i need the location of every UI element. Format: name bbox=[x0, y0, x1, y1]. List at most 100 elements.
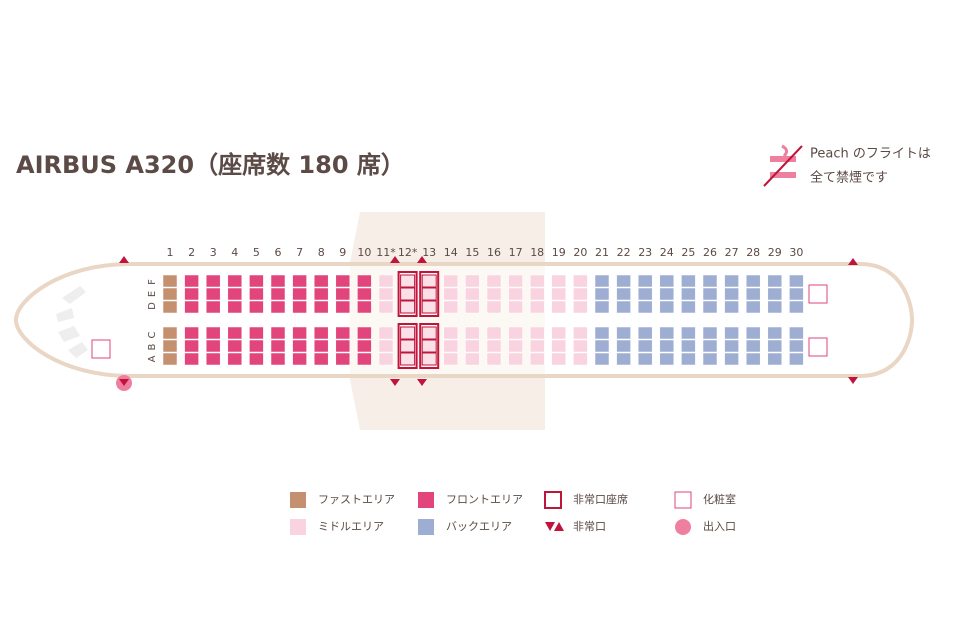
seat bbox=[227, 300, 243, 314]
seat bbox=[421, 274, 437, 288]
seat bbox=[378, 352, 394, 366]
row-number: 25 bbox=[681, 246, 695, 259]
seat bbox=[659, 326, 675, 340]
seat bbox=[789, 300, 804, 314]
seat bbox=[573, 326, 588, 340]
seat bbox=[227, 339, 243, 353]
seat bbox=[724, 352, 739, 366]
seat bbox=[162, 326, 178, 340]
seat bbox=[486, 300, 502, 314]
seat bbox=[508, 300, 523, 314]
seat bbox=[335, 326, 351, 340]
row-number: 28 bbox=[746, 246, 760, 259]
row-number: 13 bbox=[422, 246, 436, 259]
seat bbox=[594, 339, 610, 353]
seat bbox=[529, 274, 545, 288]
seat bbox=[227, 287, 243, 301]
row-number: 16 bbox=[487, 246, 501, 259]
row-number: 23 bbox=[638, 246, 652, 259]
seat bbox=[292, 352, 307, 366]
seat bbox=[421, 339, 437, 353]
seat bbox=[508, 287, 523, 301]
seat bbox=[486, 287, 502, 301]
seat bbox=[162, 274, 178, 288]
seat bbox=[789, 287, 804, 301]
legend-swatch bbox=[675, 519, 691, 535]
row-number: 2 bbox=[188, 246, 195, 259]
seat bbox=[205, 326, 221, 340]
seat bbox=[508, 352, 523, 366]
seat bbox=[681, 352, 696, 366]
seat-letter: A bbox=[147, 355, 158, 362]
seat bbox=[227, 274, 243, 288]
seat bbox=[616, 339, 631, 353]
row-number: 15 bbox=[465, 246, 479, 259]
seat bbox=[681, 326, 696, 340]
seat bbox=[789, 352, 804, 366]
seat bbox=[659, 339, 675, 353]
seat bbox=[313, 300, 329, 314]
seat bbox=[162, 287, 178, 301]
seat bbox=[205, 274, 221, 288]
legend-swatch bbox=[545, 522, 564, 531]
legend-label: 化粧室 bbox=[703, 492, 736, 506]
seat bbox=[486, 352, 502, 366]
seat bbox=[637, 339, 653, 353]
seat bbox=[249, 287, 264, 301]
seat bbox=[551, 274, 567, 288]
notice-line: Peach のフライトは bbox=[810, 147, 931, 162]
seat bbox=[637, 326, 653, 340]
seat bbox=[249, 339, 264, 353]
seat bbox=[184, 300, 199, 314]
legend-label: ファストエリア bbox=[318, 493, 395, 506]
seat bbox=[292, 287, 307, 301]
seat bbox=[745, 274, 761, 288]
notice-line: 全て禁煙です bbox=[810, 170, 888, 186]
seat bbox=[184, 326, 199, 340]
seat bbox=[465, 287, 480, 301]
row-number: 30 bbox=[789, 246, 803, 259]
seat bbox=[184, 287, 199, 301]
seat bbox=[465, 300, 480, 314]
exit-markers bbox=[116, 256, 858, 391]
seat bbox=[573, 300, 588, 314]
seat bbox=[335, 339, 351, 353]
seat bbox=[637, 287, 653, 301]
row-number: 9 bbox=[339, 246, 346, 259]
seat bbox=[529, 326, 545, 340]
seat bbox=[249, 274, 264, 288]
cockpit-windows bbox=[56, 286, 88, 358]
seat bbox=[357, 274, 372, 288]
seat bbox=[702, 274, 718, 288]
legend-swatch bbox=[290, 492, 306, 508]
seat bbox=[443, 300, 459, 314]
seat bbox=[227, 326, 243, 340]
seat bbox=[465, 352, 480, 366]
seat bbox=[378, 274, 394, 288]
seat bbox=[227, 352, 243, 366]
seat bbox=[724, 339, 739, 353]
seat bbox=[162, 300, 178, 314]
seat bbox=[400, 300, 416, 314]
seat bbox=[637, 352, 653, 366]
seat bbox=[313, 326, 329, 340]
seat bbox=[205, 339, 221, 353]
seat bbox=[357, 339, 372, 353]
seat bbox=[789, 274, 804, 288]
seat bbox=[400, 274, 416, 288]
seat bbox=[378, 339, 394, 353]
seat bbox=[508, 274, 523, 288]
seat bbox=[767, 352, 783, 366]
seat bbox=[335, 300, 351, 314]
exit-row-frame bbox=[419, 271, 440, 317]
seat bbox=[551, 339, 567, 353]
seat bbox=[551, 352, 567, 366]
row-number: 12* bbox=[398, 246, 418, 259]
seat bbox=[724, 287, 739, 301]
seat bbox=[745, 300, 761, 314]
seat bbox=[378, 326, 394, 340]
seat bbox=[616, 287, 631, 301]
seat bbox=[421, 326, 437, 340]
seat bbox=[335, 287, 351, 301]
